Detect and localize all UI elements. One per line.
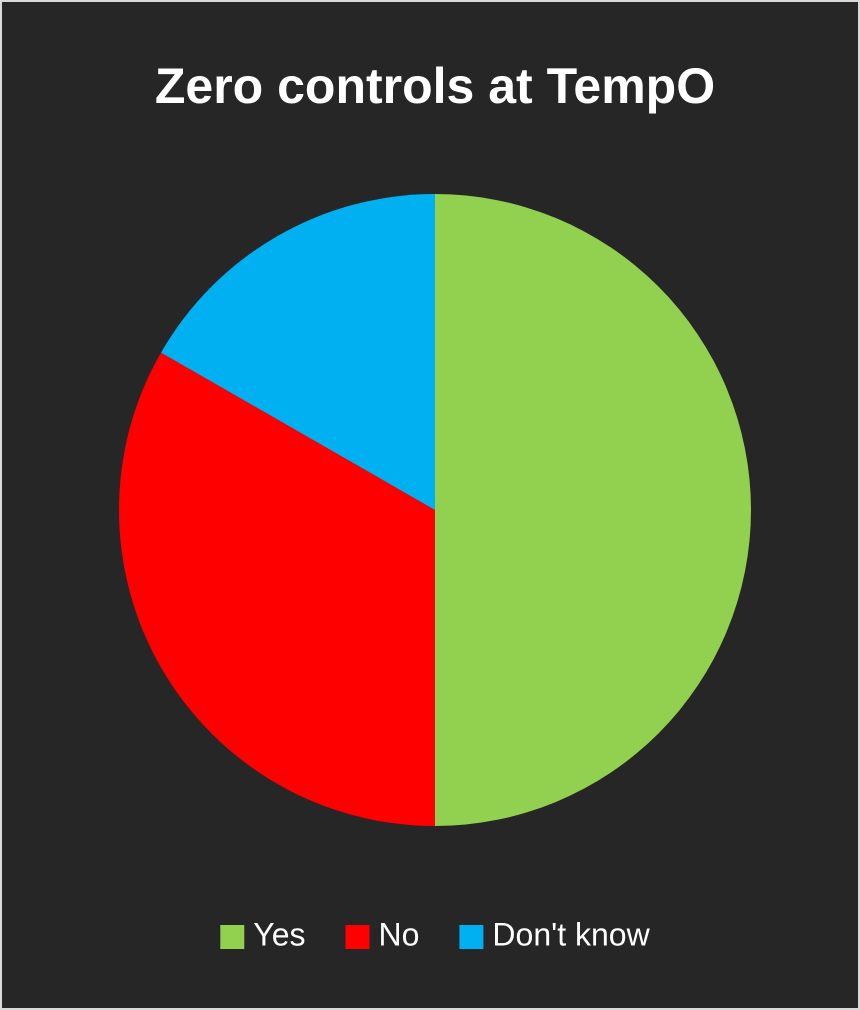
- legend-label: Yes: [253, 916, 305, 952]
- legend-label: No: [379, 916, 420, 952]
- pie-slice: [435, 194, 751, 826]
- legend-label: Don't know: [492, 916, 650, 952]
- legend-swatch: [345, 925, 370, 949]
- legend-swatch: [220, 925, 245, 949]
- pie-slice: [161, 194, 435, 510]
- pie-slice: [119, 352, 435, 826]
- chart-title: Zero controls at TempO: [155, 58, 715, 114]
- legend-swatch: [459, 925, 484, 949]
